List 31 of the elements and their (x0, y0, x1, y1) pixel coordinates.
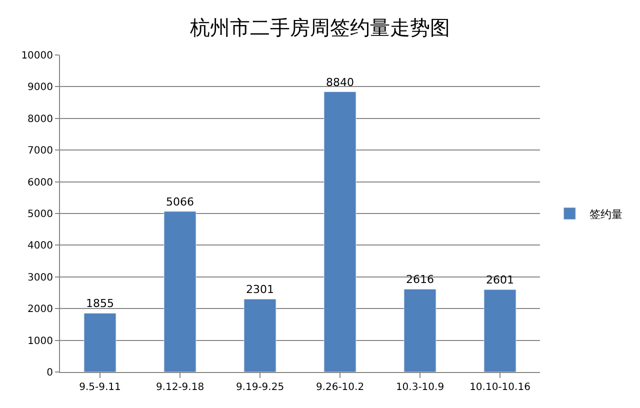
bar (324, 92, 356, 372)
y-tick-label: 3000 (28, 272, 53, 284)
x-tick-label: 9.19-9.25 (236, 382, 284, 393)
data-label: 1855 (86, 297, 114, 310)
bar (164, 211, 196, 372)
bar (404, 288, 436, 372)
y-tick-label: 10000 (21, 50, 53, 62)
legend-label: 签约量 (590, 208, 623, 221)
x-tick-label: 9.12-9.18 (156, 382, 204, 393)
y-tick-label: 0 (46, 368, 53, 378)
y-tick-label: 4000 (28, 240, 53, 252)
x-tick-label: 10.3-10.9 (396, 382, 444, 393)
data-label: 2616 (406, 273, 434, 286)
data-label: 2301 (246, 283, 274, 296)
bar (244, 298, 276, 372)
x-tick-label: 9.26-10.2 (316, 382, 364, 393)
y-tick-label: 6000 (28, 177, 53, 188)
y-tick-label: 1000 (28, 336, 53, 347)
y-tick-label: 2000 (28, 304, 53, 316)
bar (84, 312, 116, 372)
bar (484, 289, 516, 372)
data-label: 5066 (166, 195, 194, 208)
y-tick-label: 5000 (28, 209, 53, 220)
y-tick-label: 7000 (28, 146, 53, 157)
x-tick-label: 10.10-10.16 (470, 382, 530, 393)
y-tick-label: 8000 (28, 114, 53, 125)
x-tick-label: 9.5-9.11 (79, 382, 121, 393)
chart-title: 杭州市二手房周签约量走势图 (189, 15, 450, 40)
data-label: 8840 (326, 76, 354, 89)
data-label: 2601 (486, 274, 514, 287)
y-tick-label: 9000 (28, 82, 53, 94)
